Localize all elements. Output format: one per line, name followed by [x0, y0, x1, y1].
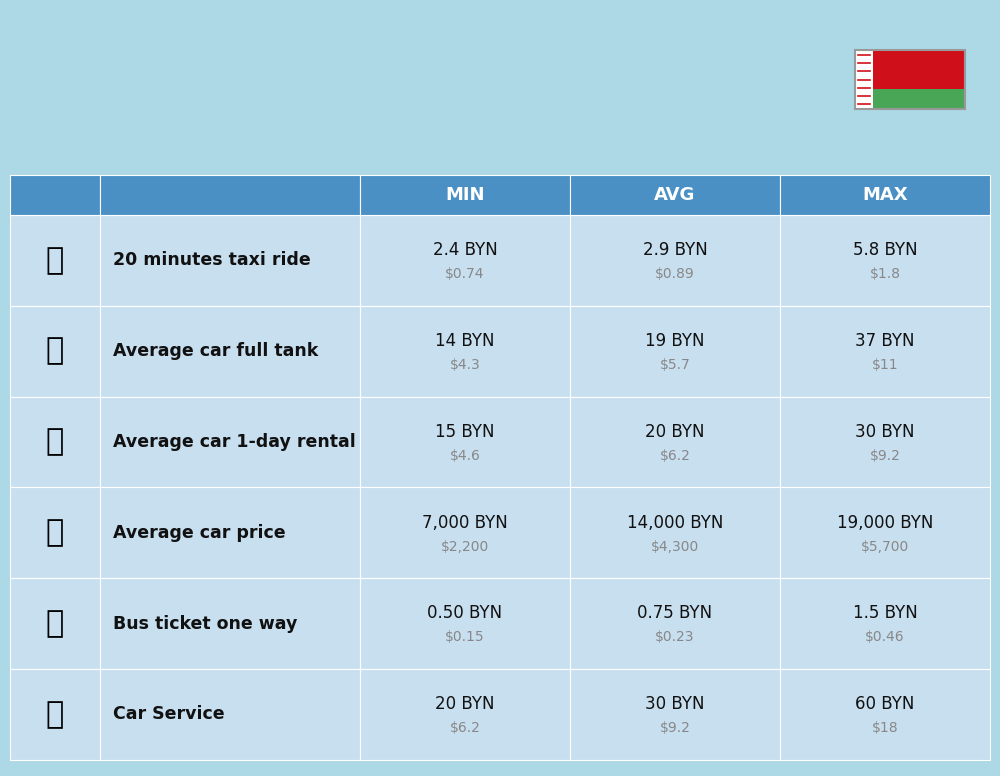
Text: 14,000 BYN: 14,000 BYN: [627, 514, 723, 532]
FancyBboxPatch shape: [570, 306, 780, 397]
FancyBboxPatch shape: [570, 669, 780, 760]
Text: $6.2: $6.2: [450, 721, 480, 736]
FancyBboxPatch shape: [10, 578, 100, 669]
Text: $18: $18: [872, 721, 898, 736]
Text: 30 BYN: 30 BYN: [645, 695, 705, 713]
Text: $4.6: $4.6: [450, 449, 480, 463]
Text: Average car price: Average car price: [113, 524, 286, 542]
FancyBboxPatch shape: [100, 306, 360, 397]
Text: 60 BYN: 60 BYN: [855, 695, 915, 713]
FancyBboxPatch shape: [360, 397, 570, 487]
FancyBboxPatch shape: [10, 669, 100, 760]
FancyBboxPatch shape: [10, 397, 100, 487]
Text: MIN: MIN: [445, 185, 485, 204]
Text: $9.2: $9.2: [660, 721, 690, 736]
Text: 🚙: 🚙: [46, 428, 64, 456]
FancyBboxPatch shape: [570, 175, 780, 215]
Text: 🛠: 🛠: [46, 700, 64, 729]
FancyBboxPatch shape: [570, 397, 780, 487]
Text: 14 BYN: 14 BYN: [435, 332, 495, 350]
Text: $0.23: $0.23: [655, 630, 695, 645]
Text: 19,000 BYN: 19,000 BYN: [837, 514, 933, 532]
Text: 20 BYN: 20 BYN: [645, 423, 705, 441]
Text: MAX: MAX: [862, 185, 908, 204]
FancyBboxPatch shape: [855, 89, 965, 109]
FancyBboxPatch shape: [100, 578, 360, 669]
FancyBboxPatch shape: [780, 578, 990, 669]
FancyBboxPatch shape: [10, 215, 100, 306]
Text: $5,700: $5,700: [861, 539, 909, 554]
FancyBboxPatch shape: [780, 397, 990, 487]
Text: Average car 1-day rental: Average car 1-day rental: [113, 433, 356, 451]
Text: 0.50 BYN: 0.50 BYN: [427, 605, 503, 622]
FancyBboxPatch shape: [780, 669, 990, 760]
Text: AVG: AVG: [654, 185, 696, 204]
Text: 5.8 BYN: 5.8 BYN: [853, 241, 917, 259]
Text: Bus ticket one way: Bus ticket one way: [113, 615, 297, 632]
FancyBboxPatch shape: [100, 669, 360, 760]
Text: $2,200: $2,200: [441, 539, 489, 554]
FancyBboxPatch shape: [570, 215, 780, 306]
Text: 20 minutes taxi ride: 20 minutes taxi ride: [113, 251, 311, 269]
Text: $0.74: $0.74: [445, 267, 485, 282]
FancyBboxPatch shape: [360, 215, 570, 306]
Text: 🚕: 🚕: [46, 246, 64, 275]
Text: $6.2: $6.2: [660, 449, 690, 463]
FancyBboxPatch shape: [360, 669, 570, 760]
Text: 2.4 BYN: 2.4 BYN: [433, 241, 497, 259]
FancyBboxPatch shape: [10, 175, 100, 215]
Text: $11: $11: [872, 358, 898, 372]
Text: $9.2: $9.2: [870, 449, 900, 463]
Text: 🚗: 🚗: [46, 518, 64, 547]
Text: $5.7: $5.7: [660, 358, 690, 372]
FancyBboxPatch shape: [100, 175, 360, 215]
FancyBboxPatch shape: [100, 215, 360, 306]
Text: 37 BYN: 37 BYN: [855, 332, 915, 350]
FancyBboxPatch shape: [100, 487, 360, 578]
Text: $0.15: $0.15: [445, 630, 485, 645]
FancyBboxPatch shape: [10, 487, 100, 578]
FancyBboxPatch shape: [780, 487, 990, 578]
FancyBboxPatch shape: [780, 306, 990, 397]
Text: 🚌: 🚌: [46, 609, 64, 638]
FancyBboxPatch shape: [360, 578, 570, 669]
FancyBboxPatch shape: [100, 397, 360, 487]
Text: 20 BYN: 20 BYN: [435, 695, 495, 713]
FancyBboxPatch shape: [360, 306, 570, 397]
Text: 7,000 BYN: 7,000 BYN: [422, 514, 508, 532]
Text: $0.89: $0.89: [655, 267, 695, 282]
FancyBboxPatch shape: [855, 50, 873, 109]
Text: $4.3: $4.3: [450, 358, 480, 372]
FancyBboxPatch shape: [570, 578, 780, 669]
FancyBboxPatch shape: [10, 306, 100, 397]
FancyBboxPatch shape: [855, 50, 965, 89]
Text: Car Service: Car Service: [113, 705, 225, 723]
FancyBboxPatch shape: [360, 487, 570, 578]
Text: $4,300: $4,300: [651, 539, 699, 554]
Text: 0.75 BYN: 0.75 BYN: [637, 605, 713, 622]
Text: 1.5 BYN: 1.5 BYN: [853, 605, 917, 622]
FancyBboxPatch shape: [360, 175, 570, 215]
Text: Average car full tank: Average car full tank: [113, 342, 318, 360]
FancyBboxPatch shape: [780, 175, 990, 215]
Text: 19 BYN: 19 BYN: [645, 332, 705, 350]
Text: 30 BYN: 30 BYN: [855, 423, 915, 441]
Text: ⛽: ⛽: [46, 337, 64, 365]
Text: 2.9 BYN: 2.9 BYN: [643, 241, 707, 259]
FancyBboxPatch shape: [780, 215, 990, 306]
Text: 15 BYN: 15 BYN: [435, 423, 495, 441]
FancyBboxPatch shape: [570, 487, 780, 578]
Text: $1.8: $1.8: [870, 267, 901, 282]
Text: $0.46: $0.46: [865, 630, 905, 645]
